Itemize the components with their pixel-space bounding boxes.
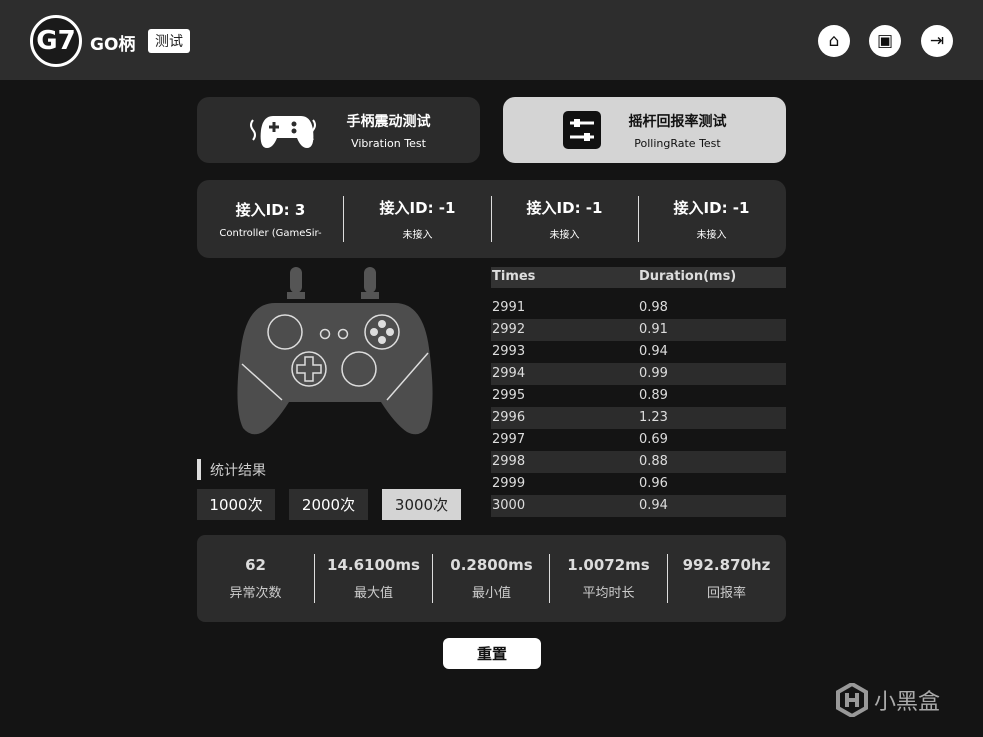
summary-label: 最小值	[471, 586, 511, 601]
cell-times: 2992	[492, 322, 526, 337]
table-row: 2994 0.99	[491, 363, 786, 385]
cell-duration: 0.96	[639, 476, 668, 491]
cell-times: 2995	[492, 388, 526, 403]
controller-slot[interactable]: 接入ID: -1 未接入	[344, 180, 491, 258]
controller-slot[interactable]: 接入ID: -1 未接入	[491, 180, 638, 258]
slot-name: 未接入	[402, 230, 433, 241]
column-header-duration: Duration(ms)	[639, 269, 737, 284]
cell-times: 2996	[492, 410, 526, 425]
tab-pollingrate-test[interactable]: 摇杆回报率测试 PollingRate Test	[503, 97, 786, 163]
controller-slot[interactable]: 接入ID: 3 Controller (GameSir-	[197, 180, 344, 258]
cell-times: 2998	[492, 454, 526, 469]
divider	[343, 196, 344, 242]
controller-diagram	[237, 267, 433, 435]
summary-value: 992.870hz	[682, 556, 771, 574]
watermark: 小黑盒	[836, 683, 940, 717]
slot-id: 接入ID: 3	[235, 201, 306, 219]
count-1000-button[interactable]: 1000次	[197, 489, 275, 520]
section-marker	[197, 459, 201, 480]
reset-button[interactable]: 重置	[443, 638, 541, 669]
summary-label: 回报率	[706, 586, 746, 601]
cell-times: 2994	[492, 366, 526, 381]
tab-subtitle: PollingRate Test	[634, 136, 721, 150]
sliders-icon	[562, 111, 601, 149]
cell-times: 3000	[492, 498, 526, 513]
divider	[491, 196, 492, 242]
cell-duration: 0.91	[639, 322, 668, 337]
slot-id: 接入ID: -1	[526, 199, 603, 217]
logout-icon[interactable]: ⇥	[921, 25, 953, 57]
cell-times: 2997	[492, 432, 526, 447]
divider	[314, 554, 315, 603]
slot-name: Controller (GameSir-	[219, 228, 322, 239]
controller-slots-panel: 接入ID: 3 Controller (GameSir- 接入ID: -1 未接入 …	[197, 180, 786, 258]
divider	[667, 554, 668, 603]
slot-id: 接入ID: -1	[673, 199, 750, 217]
divider	[432, 554, 433, 603]
cell-duration: 0.88	[639, 454, 668, 469]
summary-value: 1.0072ms	[567, 556, 650, 574]
summary-value: 0.2800ms	[450, 556, 533, 574]
summary-value: 62	[245, 556, 266, 574]
count-3000-button[interactable]: 3000次	[382, 489, 461, 520]
controller-slot[interactable]: 接入ID: -1 未接入	[638, 180, 785, 258]
watermark-logo-icon	[836, 683, 868, 717]
tab-title: 手柄震动测试	[346, 113, 431, 130]
summary-label: 最大值	[353, 586, 393, 601]
table-row: 2993 0.94	[491, 341, 786, 363]
tv-icon[interactable]: ▣	[869, 25, 901, 57]
stats-label: 统计结果	[210, 463, 266, 479]
tab-title: 摇杆回报率测试	[628, 113, 727, 130]
summary-value: 14.6100ms	[327, 556, 420, 574]
table-row: 2991 0.98	[491, 297, 786, 319]
divider	[638, 196, 639, 242]
home-icon[interactable]: ⌂	[818, 25, 850, 57]
column-header-times: Times	[492, 269, 536, 284]
gamepad-vibration-icon	[249, 116, 316, 148]
watermark-text: 小黑盒	[874, 690, 941, 715]
cell-times: 2999	[492, 476, 526, 491]
cell-duration: 0.89	[639, 388, 668, 403]
table-row: 2997 0.69	[491, 429, 786, 451]
cell-duration: 0.99	[639, 366, 668, 381]
cell-duration: 0.69	[639, 432, 668, 447]
slot-id: 接入ID: -1	[379, 199, 456, 217]
table-row: 2999 0.96	[491, 473, 786, 495]
count-2000-button[interactable]: 2000次	[289, 489, 368, 520]
table-row: 2996 1.23	[491, 407, 786, 429]
summary-label: 平均时长	[582, 586, 635, 601]
tab-subtitle: Vibration Test	[351, 136, 426, 150]
app-logo: G7	[30, 15, 82, 67]
table-header: Times Duration(ms)	[491, 267, 786, 288]
cell-duration: 1.23	[639, 410, 668, 425]
summary-panel: 62 异常次数 14.6100ms 最大值 0.2800ms 最小值 1.0072ms…	[197, 535, 786, 622]
cell-times: 2993	[492, 344, 526, 359]
table-row: 3000 0.94	[491, 495, 786, 517]
cell-duration: 0.94	[639, 498, 668, 513]
mode-tag: 测试	[148, 29, 190, 53]
table-row: 2992 0.91	[491, 319, 786, 341]
divider	[549, 554, 550, 603]
summary-label: 异常次数	[229, 586, 282, 601]
table-row: 2995 0.89	[491, 385, 786, 407]
tab-vibration-test[interactable]: 手柄震动测试 Vibration Test	[197, 97, 480, 163]
slot-name: 未接入	[696, 230, 727, 241]
cell-duration: 0.98	[639, 300, 668, 315]
cell-duration: 0.94	[639, 344, 668, 359]
brand-name: GO柄	[90, 35, 136, 55]
slot-name: 未接入	[549, 230, 580, 241]
table-row: 2998 0.88	[491, 451, 786, 473]
cell-times: 2991	[492, 300, 526, 315]
